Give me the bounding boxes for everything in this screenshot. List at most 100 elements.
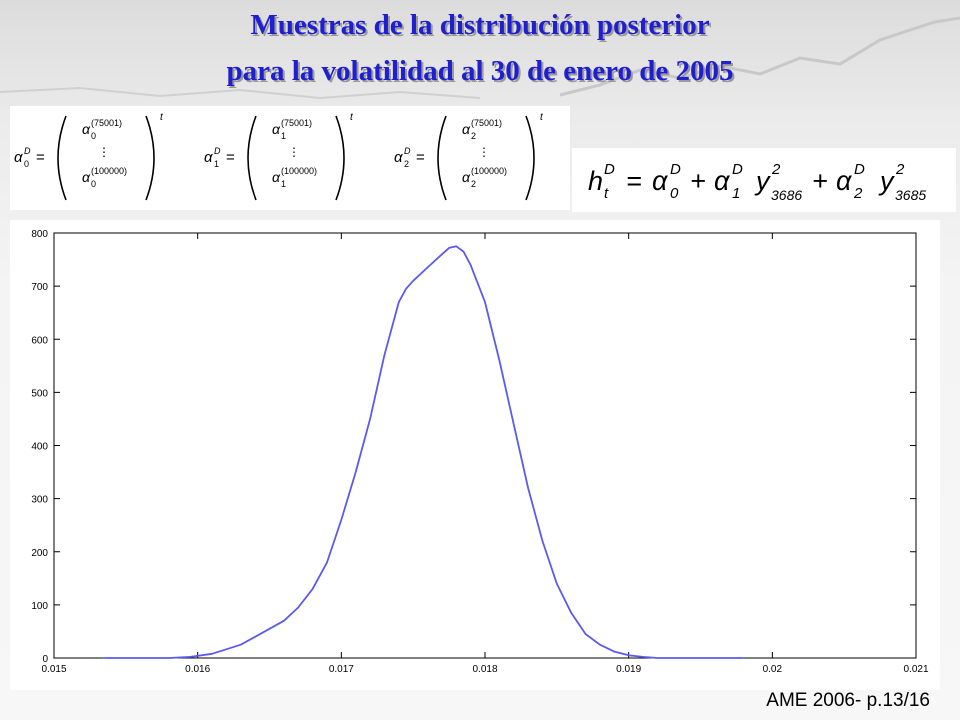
y-tick-label: 0 bbox=[42, 654, 48, 665]
vector-bottom-alpha: α bbox=[82, 169, 91, 185]
formula-alpha0-sup: D bbox=[670, 161, 681, 178]
slide-title-line-1: Muestras de la distribución posterior bbox=[250, 9, 710, 41]
formula-alpha2-sub: 2 bbox=[853, 185, 863, 202]
density-point bbox=[312, 588, 314, 590]
density-point bbox=[527, 487, 529, 489]
formula-y2-sup: 2 bbox=[895, 161, 905, 178]
y-tick-label: 500 bbox=[31, 388, 48, 399]
vector-dots: ⋮ bbox=[288, 145, 300, 159]
vector-bottom-alpha: α bbox=[272, 169, 281, 185]
density-point bbox=[584, 633, 587, 635]
formula-plus-1: + bbox=[690, 166, 706, 196]
vector-transpose: t bbox=[160, 112, 164, 123]
density-point bbox=[254, 636, 256, 638]
density-point bbox=[211, 653, 213, 655]
y-tick-label: 100 bbox=[31, 601, 48, 612]
vector-bottom-sup: (100000) bbox=[281, 166, 317, 176]
density-point bbox=[628, 654, 630, 656]
vector-top-sub: 1 bbox=[281, 131, 286, 141]
vector-lhs-sub: 0 bbox=[24, 159, 29, 169]
formula-equals: = bbox=[626, 166, 642, 196]
vector-transpose: t bbox=[350, 112, 354, 123]
density-point bbox=[297, 606, 299, 609]
vector-lhs-sup: D bbox=[214, 146, 221, 156]
chart-svg: 0.015 0.016 0.017 0.018 0.019 0.02 0.021 0 100 20… bbox=[31, 229, 929, 675]
density-point bbox=[570, 612, 572, 614]
density-point bbox=[685, 657, 687, 659]
slide-title-line-2: para la volatilidad al 30 de enero de 20… bbox=[226, 55, 734, 87]
formula-h: h bbox=[588, 166, 603, 196]
vector-top-alpha: α bbox=[82, 121, 91, 137]
density-point bbox=[283, 620, 285, 622]
density-point bbox=[355, 471, 357, 473]
density-point bbox=[743, 657, 745, 659]
formula-alpha2-sup: D bbox=[854, 161, 865, 178]
density-point bbox=[462, 250, 465, 253]
vector-top-sup: (75001) bbox=[91, 118, 122, 128]
vector-bottom-sup: (100000) bbox=[91, 166, 127, 176]
plot-frame bbox=[53, 232, 917, 659]
vector-bottom-sub: 0 bbox=[91, 179, 96, 189]
density-point bbox=[189, 656, 192, 658]
formula-y1-sup: 2 bbox=[771, 161, 781, 178]
volatility-formula-svg: h t D = α 0 D + α 1 D y 3686 2 + α 2 D y… bbox=[588, 161, 926, 203]
density-point bbox=[426, 266, 429, 269]
x-tick-label: 0.02 bbox=[763, 664, 783, 675]
vector-transpose: t bbox=[540, 112, 544, 123]
alpha-vectors-definition: α 0 D = α 0 (75001) ⋮ α 0 (100000) t α 1 D = α 1 (75001) ⋮ α… bbox=[10, 106, 570, 210]
vector-right-paren bbox=[145, 115, 155, 201]
x-tick-label: 0.018 bbox=[472, 664, 497, 675]
x-tick-label: 0.017 bbox=[329, 664, 354, 675]
background-stock-line-decoration bbox=[0, 16, 960, 100]
formula-plus-2: + bbox=[812, 166, 828, 196]
slide-footer: AME 2006- p.13/16 bbox=[766, 690, 930, 711]
x-tick-label: 0.019 bbox=[616, 664, 641, 675]
density-point bbox=[340, 519, 342, 521]
x-tick-label: 0.021 bbox=[903, 664, 928, 675]
vector-bottom-sub: 1 bbox=[281, 179, 286, 189]
density-point bbox=[556, 583, 558, 585]
vector-lhs-sup: D bbox=[24, 146, 31, 156]
alpha-vectors-svg: α 0D =α 0(75001)⋮α 0(100000)tα 1D =α 1(75001)⋮α… bbox=[14, 112, 544, 201]
vector-top-alpha: α bbox=[272, 121, 281, 137]
y-tick-label: 800 bbox=[31, 229, 48, 240]
formula-alpha0: α bbox=[652, 166, 669, 196]
vector-top-alpha: α bbox=[462, 121, 471, 137]
density-point bbox=[599, 644, 601, 646]
vector-right-paren bbox=[525, 115, 535, 201]
vector-bottom-sub: 2 bbox=[471, 179, 476, 189]
density-point bbox=[412, 280, 414, 282]
vector-bottom-alpha: α bbox=[462, 169, 471, 185]
y-tick-label: 400 bbox=[31, 442, 48, 453]
posterior-density-plot: 0.015 0.016 0.017 0.018 0.019 0.02 0.021 0 100 20… bbox=[10, 220, 940, 690]
density-point bbox=[383, 354, 386, 356]
density-point bbox=[656, 657, 659, 659]
vector-lhs-alpha: α bbox=[394, 149, 403, 166]
vector-equals: = bbox=[226, 149, 235, 166]
y-tick-label: 700 bbox=[31, 282, 48, 293]
formula-h-sub: t bbox=[604, 185, 609, 202]
vector-equals: = bbox=[36, 149, 45, 166]
density-point bbox=[398, 301, 400, 303]
density-point bbox=[168, 657, 170, 659]
density-point bbox=[103, 657, 105, 659]
density-point bbox=[714, 657, 716, 659]
formula-y2: y bbox=[878, 166, 895, 196]
formula-alpha1: α bbox=[714, 166, 731, 196]
formula-h-sup: D bbox=[604, 161, 615, 178]
density-point bbox=[455, 245, 457, 247]
density-point bbox=[613, 651, 615, 653]
volatility-formula: h t D = α 0 D + α 1 D y 3686 2 + α 2 D y… bbox=[572, 148, 956, 212]
density-point bbox=[441, 253, 443, 255]
density-point bbox=[642, 656, 644, 658]
vector-top-sub: 0 bbox=[91, 131, 96, 141]
density-point bbox=[498, 359, 500, 362]
density-point bbox=[448, 247, 450, 249]
formula-alpha1-sub: 1 bbox=[732, 185, 740, 202]
vector-top-sub: 2 bbox=[471, 131, 476, 141]
vector-lhs-alpha: α bbox=[204, 149, 213, 166]
vector-left-paren bbox=[437, 115, 447, 201]
density-point bbox=[484, 301, 486, 303]
density-point bbox=[513, 423, 515, 425]
vector-lhs-alpha: α bbox=[14, 149, 23, 166]
